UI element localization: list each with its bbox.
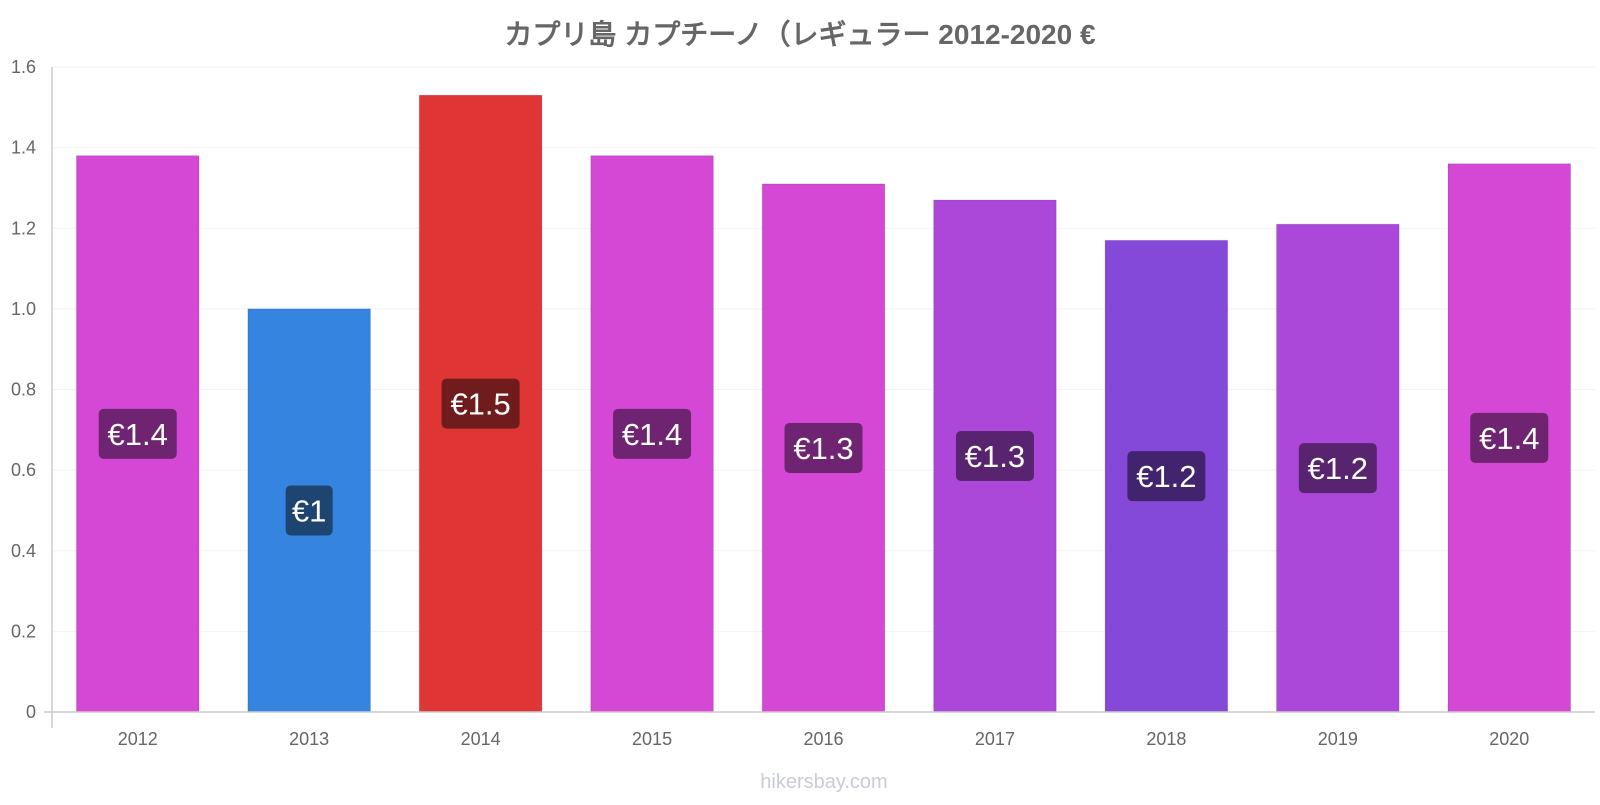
x-tick-label: 2017 [975, 729, 1015, 749]
y-tick-label: 1.6 [11, 57, 36, 77]
y-tick-label: 1.2 [11, 218, 36, 238]
data-label-badge [98, 408, 177, 459]
data-label: €1.5 [450, 387, 510, 422]
data-label: €1.3 [793, 431, 853, 466]
data-label-badge [441, 378, 520, 429]
y-tick-label: 0.8 [11, 380, 36, 400]
data-label: €1 [292, 493, 326, 528]
y-tick-label: 0.4 [11, 541, 36, 561]
data-label: €1.4 [622, 417, 682, 452]
y-tick-label: 0.2 [11, 621, 36, 641]
y-tick-label: 0 [26, 702, 36, 722]
data-label-badge [1298, 443, 1377, 494]
y-tick-label: 0.6 [11, 460, 36, 480]
x-tick-label: 2016 [803, 729, 843, 749]
data-label-badge [1127, 451, 1206, 502]
bars [75, 94, 1572, 713]
x-tick-label: 2015 [632, 729, 672, 749]
x-tick-label: 2013 [289, 729, 329, 749]
data-label: €1.4 [108, 417, 168, 452]
x-tick-label: 2012 [118, 729, 158, 749]
data-label: €1.2 [1308, 451, 1368, 486]
watermark-text: hikersbay.com [760, 771, 887, 793]
x-tick-label: 2019 [1318, 729, 1358, 749]
data-labels: €1.4 €1 €1.5 €1.4 €1.3 €1.3 €1.2 €1.2 €1.4 [98, 378, 1549, 536]
x-tick-label: 2014 [461, 729, 501, 749]
data-label-badge [285, 485, 333, 536]
data-label-badge [784, 422, 863, 473]
x-tick-label: 2020 [1489, 729, 1529, 749]
data-label: €1.4 [1479, 421, 1539, 456]
data-label-badge [955, 431, 1034, 482]
y-tick-label: 1.0 [11, 299, 36, 319]
axes: 0 0.2 0.4 0.6 0.8 1.0 1.2 1.4 1.6 2012 2013 2014 201… [11, 57, 1595, 749]
data-label-badge [1470, 412, 1549, 463]
y-tick-label: 1.4 [11, 138, 36, 158]
x-tick-label: 2018 [1146, 729, 1186, 749]
data-label: €1.2 [1136, 459, 1196, 494]
data-label-badge [613, 408, 692, 459]
data-label: €1.3 [965, 439, 1025, 474]
chart-title: カプリ島 カプチーノ（レギュラー 2012-2020 € [504, 18, 1096, 50]
